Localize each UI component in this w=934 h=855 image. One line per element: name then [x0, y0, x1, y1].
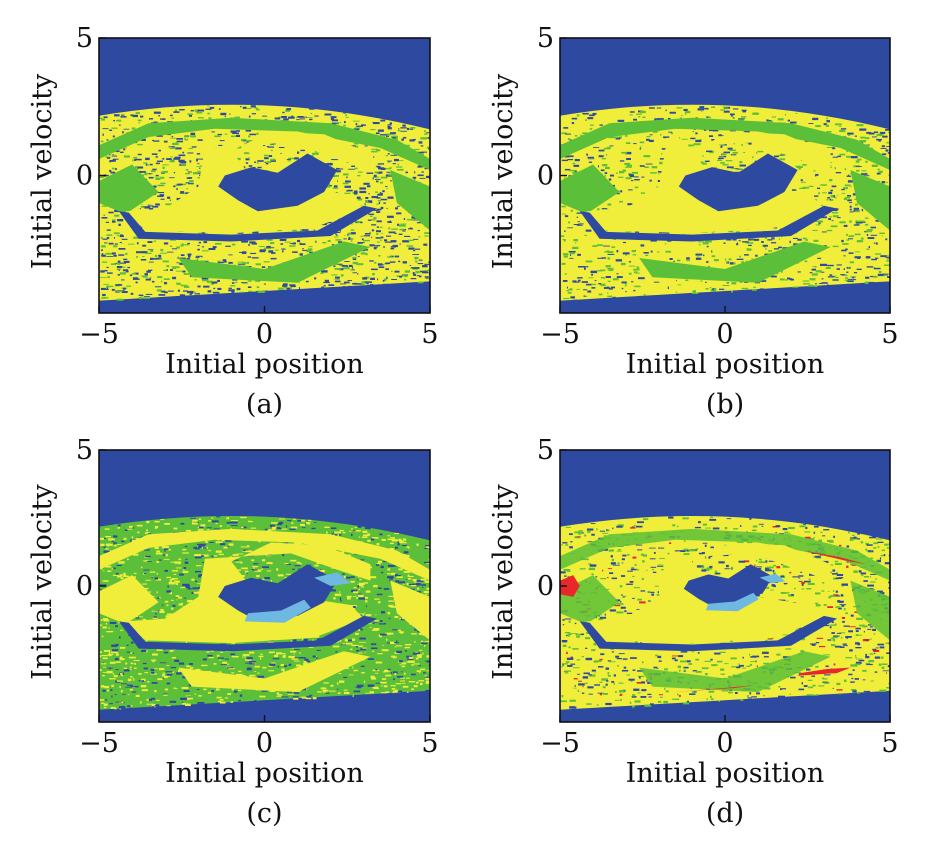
- x-tick-label: 5: [421, 319, 438, 350]
- x-tick-label: 0: [256, 728, 273, 759]
- swirl-filaments: [99, 528, 430, 693]
- y-tick-label: 0: [537, 161, 554, 192]
- basin-map: [99, 450, 430, 722]
- swirl-filaments: [99, 117, 430, 283]
- red-basin: [560, 550, 867, 693]
- x-tick-label: 0: [716, 728, 733, 759]
- x-axis-label: Initial position: [165, 349, 364, 380]
- panel-a: −5 0 5 0 5 Initial position Initial velocity (a…: [27, 23, 439, 420]
- light-blue-basin: [705, 592, 759, 612]
- x-tick-label: −5: [540, 319, 580, 350]
- core-attractor: [218, 153, 338, 212]
- y-tick-label: 5: [76, 23, 93, 54]
- x-axis-label: Initial position: [626, 758, 825, 789]
- panel-label: (d): [706, 798, 744, 829]
- x-tick-label: 0: [256, 319, 273, 350]
- x-tick-label: 5: [421, 728, 438, 759]
- x-tick-label: −5: [79, 728, 119, 759]
- panel-label: (b): [706, 389, 744, 420]
- panel-label: (a): [246, 389, 283, 420]
- x-tick-label: 5: [881, 319, 898, 350]
- panel-c: −5 0 5 0 5 Initial position Initial velocity (c…: [27, 435, 439, 829]
- y-tick-label: 5: [76, 435, 93, 466]
- x-tick-label: −5: [79, 319, 119, 350]
- y-axis-label: Initial velocity: [27, 73, 58, 269]
- y-axis-label: Initial velocity: [488, 484, 519, 680]
- panel-label: (c): [246, 798, 282, 829]
- panel-d: −5 0 5 0 5 Initial position Initial velocity (d…: [488, 435, 899, 829]
- light-blue-basin: [244, 599, 311, 623]
- x-axis-label: Initial position: [626, 349, 825, 380]
- y-tick-label: 5: [537, 435, 554, 466]
- basin-map: [560, 450, 890, 722]
- y-axis-label: Initial velocity: [488, 73, 519, 269]
- basin-map: [560, 38, 890, 313]
- y-tick-label: 0: [76, 571, 93, 602]
- x-tick-label: 5: [881, 728, 898, 759]
- basin-map: [99, 38, 430, 313]
- x-tick-label: 0: [716, 319, 733, 350]
- swirl-filaments: [560, 117, 890, 283]
- y-tick-label: 5: [537, 23, 554, 54]
- y-tick-label: 0: [537, 571, 554, 602]
- x-axis-label: Initial position: [165, 758, 364, 789]
- core-attractor: [678, 153, 798, 212]
- y-axis-label: Initial velocity: [27, 484, 58, 680]
- panel-b: −5 0 5 0 5 Initial position Initial velocity (b…: [488, 23, 899, 420]
- x-tick-label: −5: [540, 728, 580, 759]
- y-tick-label: 0: [76, 161, 93, 192]
